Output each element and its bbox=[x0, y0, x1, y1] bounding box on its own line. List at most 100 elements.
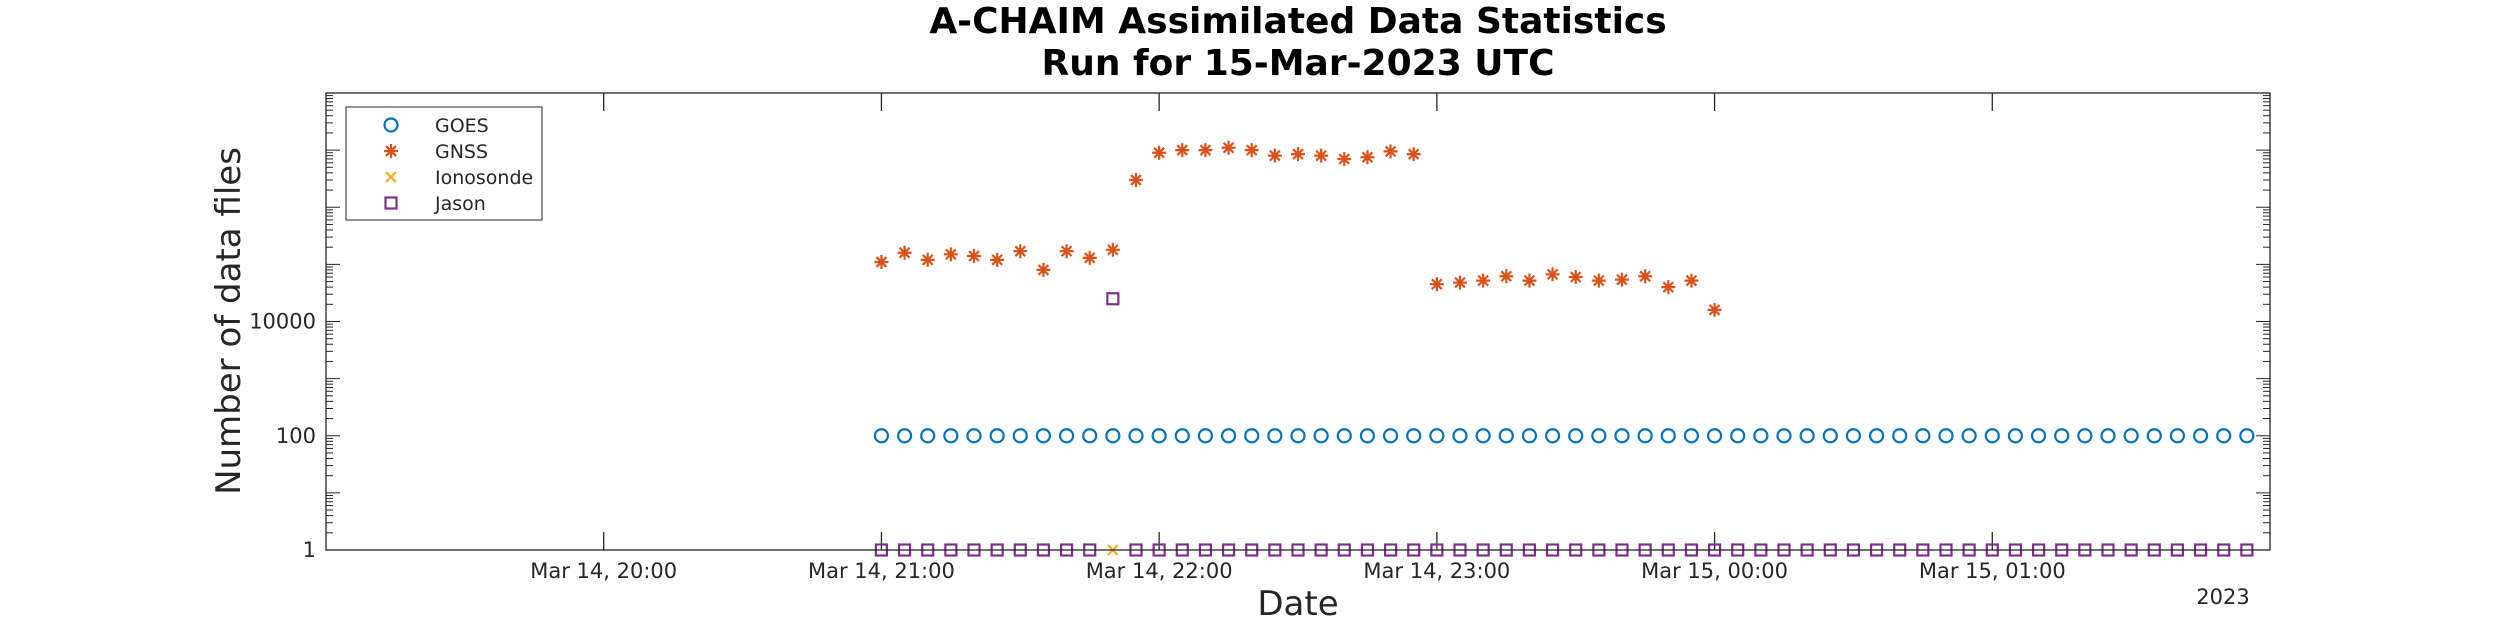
marker-gnss bbox=[1476, 273, 1491, 288]
marker-goes bbox=[966, 428, 982, 444]
marker-goes bbox=[1012, 428, 1028, 444]
x-tick-label: Mar 14, 20:00 bbox=[530, 559, 677, 583]
marker-goes bbox=[1336, 428, 1352, 444]
marker-gnss bbox=[1360, 150, 1375, 165]
marker-gnss bbox=[1661, 280, 1676, 295]
marker-gnss bbox=[1082, 250, 1097, 265]
marker-gnss bbox=[1291, 147, 1305, 162]
marker-jason bbox=[1106, 292, 1120, 306]
marker-goes bbox=[1174, 428, 1190, 444]
marker-goes bbox=[989, 428, 1005, 444]
marker-goes bbox=[1868, 428, 1885, 444]
marker-gnss bbox=[1568, 270, 1583, 285]
marker-gnss bbox=[1406, 147, 1421, 162]
y-axis-label: Number of data files bbox=[209, 147, 249, 495]
marker-goes bbox=[1035, 428, 1052, 444]
marker-gnss bbox=[990, 252, 1005, 267]
x-secondary-label: 2023 bbox=[2196, 585, 2249, 609]
marker-goes bbox=[1128, 428, 1144, 444]
marker-goes bbox=[1498, 428, 1514, 444]
marker-goes bbox=[1568, 428, 1584, 444]
marker-goes bbox=[2239, 428, 2255, 444]
marker-gnss bbox=[1314, 148, 1329, 163]
x-tick-label: Mar 15, 00:00 bbox=[1641, 559, 1788, 583]
marker-gnss bbox=[897, 245, 912, 260]
marker-goes bbox=[1544, 428, 1561, 444]
marker-goes bbox=[1151, 428, 1167, 444]
marker-goes bbox=[1730, 428, 1746, 444]
marker-gnss bbox=[1244, 143, 1259, 158]
x-tick-label: Mar 14, 22:00 bbox=[1086, 559, 1233, 583]
marker-gnss bbox=[1221, 140, 1236, 155]
marker-gnss bbox=[1337, 151, 1352, 166]
marker-goes bbox=[2007, 428, 2024, 444]
marker-goes bbox=[1105, 428, 1121, 444]
marker-goes bbox=[1637, 428, 1653, 444]
marker-goes bbox=[896, 428, 913, 444]
marker-gnss bbox=[1267, 148, 1282, 163]
marker-gnss bbox=[1036, 262, 1051, 277]
marker-gnss bbox=[1638, 269, 1653, 284]
marker-gnss bbox=[1198, 143, 1213, 158]
marker-goes bbox=[1961, 428, 1977, 444]
marker-goes bbox=[1984, 428, 2000, 444]
y-tick-label: 100 bbox=[276, 424, 316, 448]
marker-goes bbox=[2123, 428, 2139, 444]
marker-goes bbox=[2192, 428, 2209, 444]
legend: GOES GNSS Ionosonde Jason bbox=[345, 106, 543, 221]
legend-label-jason: Jason bbox=[434, 193, 486, 215]
marker-gnss bbox=[1175, 143, 1190, 158]
marker-goes bbox=[1382, 428, 1399, 444]
x-axis-label: Date bbox=[1257, 584, 1338, 624]
marker-goes bbox=[2216, 428, 2232, 444]
marker-gnss bbox=[1429, 277, 1444, 292]
marker-goes bbox=[1776, 428, 1792, 444]
marker-goes bbox=[1313, 428, 1329, 444]
marker-goes bbox=[2100, 428, 2116, 444]
legend-label-gnss: GNSS bbox=[435, 141, 488, 163]
marker-goes bbox=[2030, 428, 2047, 444]
x-tick-label: Mar 14, 23:00 bbox=[1363, 559, 1510, 583]
marker-gnss bbox=[1545, 267, 1560, 282]
plot-frame bbox=[325, 92, 2271, 551]
marker-gnss bbox=[1383, 144, 1398, 159]
plot-area bbox=[326, 93, 2270, 550]
marker-gnss bbox=[1499, 269, 1514, 284]
marker-goes bbox=[2169, 428, 2186, 444]
marker-gnss bbox=[943, 247, 958, 262]
marker-goes bbox=[1475, 428, 1491, 444]
marker-gnss bbox=[1105, 242, 1120, 257]
marker-gnss bbox=[874, 255, 889, 270]
y-tick-label: 1 bbox=[303, 538, 316, 562]
marker-goes bbox=[1683, 428, 1700, 444]
marker-goes bbox=[1799, 428, 1815, 444]
legend-marker-jason bbox=[384, 196, 398, 210]
marker-goes bbox=[1938, 428, 1954, 444]
marker-goes bbox=[1452, 428, 1468, 444]
x-tick-label: Mar 15, 01:00 bbox=[1919, 559, 2066, 583]
marker-goes bbox=[1429, 428, 1445, 444]
marker-goes bbox=[1591, 428, 1607, 444]
marker-goes bbox=[1753, 428, 1769, 444]
marker-gnss bbox=[1591, 273, 1606, 288]
marker-goes bbox=[1267, 428, 1283, 444]
marker-goes bbox=[1706, 428, 1723, 444]
marker-goes bbox=[1822, 428, 1838, 444]
marker-goes bbox=[1892, 428, 1908, 444]
marker-gnss bbox=[1522, 273, 1537, 288]
marker-gnss bbox=[1615, 272, 1629, 287]
marker-goes bbox=[1614, 428, 1630, 444]
legend-marker-gnss bbox=[384, 144, 398, 158]
marker-goes bbox=[2146, 428, 2162, 444]
marker-gnss bbox=[1152, 145, 1167, 160]
marker-goes bbox=[1058, 428, 1075, 444]
marker-gnss bbox=[967, 249, 981, 264]
marker-gnss bbox=[1684, 273, 1699, 288]
marker-goes bbox=[943, 428, 959, 444]
marker-goes bbox=[1359, 428, 1376, 444]
marker-goes bbox=[1220, 428, 1237, 444]
marker-gnss bbox=[1453, 275, 1467, 290]
marker-goes bbox=[1244, 428, 1260, 444]
marker-gnss bbox=[1707, 302, 1722, 317]
